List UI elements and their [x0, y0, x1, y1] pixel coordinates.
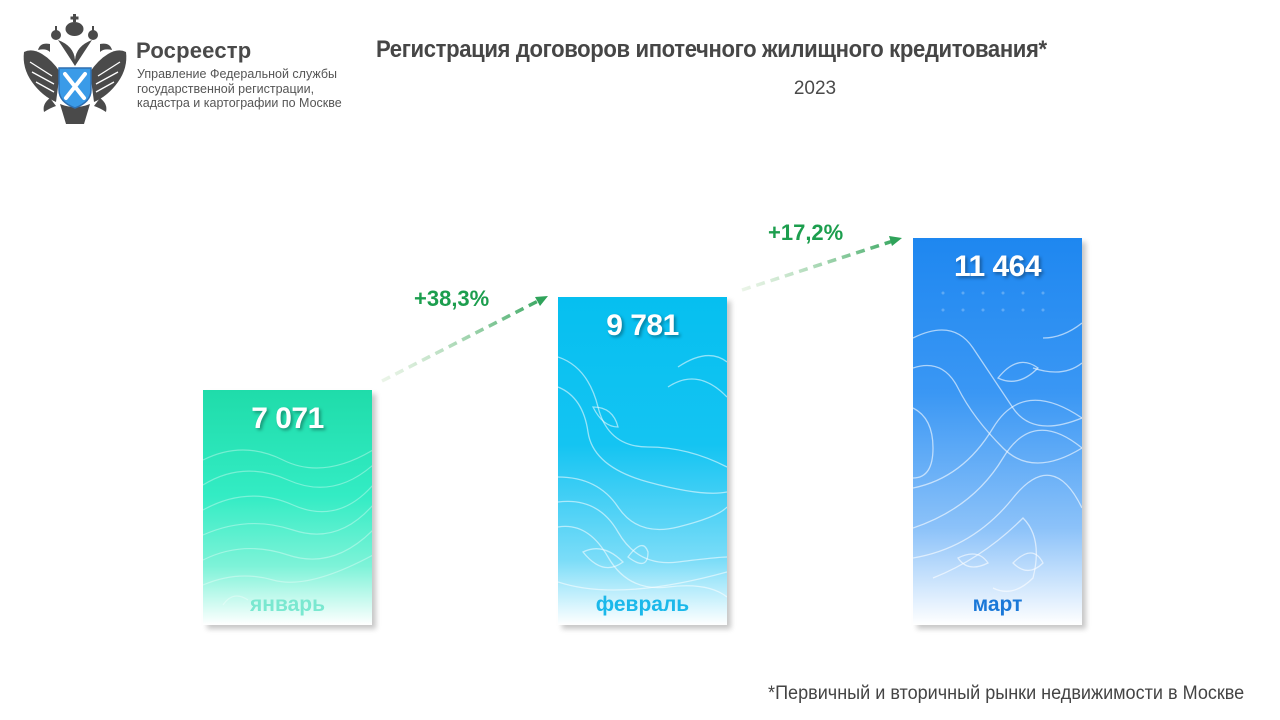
topographic-pattern-icon	[203, 449, 372, 606]
bar-march: 11 464 март	[913, 238, 1082, 625]
growth-label-feb-mar: +17,2%	[768, 220, 844, 245]
footnote: *Первичный и вторичный рынки недвижимост…	[767, 683, 1244, 704]
chart-subtitle-year: 2023	[793, 78, 837, 99]
topographic-pattern-icon	[913, 291, 1082, 592]
growth-label-jan-feb: +38,3%	[414, 286, 490, 311]
bar-month-label: март	[972, 593, 1023, 616]
topographic-pattern-icon	[558, 355, 727, 598]
bar-value: 7 071	[251, 402, 324, 435]
bar-month-label: январь	[250, 593, 325, 616]
bar-january: 7 071 январь	[203, 390, 372, 625]
brand-subtitle-line: Управление Федеральной службы	[137, 67, 337, 81]
brand-subtitle-line: государственной регистрации,	[137, 81, 315, 96]
chart-title: Регистрация договоров ипотечного жилищно…	[376, 36, 1047, 63]
bar-value: 9 781	[606, 309, 679, 342]
bar-value: 11 464	[953, 250, 1042, 283]
bar-month-label: февраль	[595, 593, 690, 616]
bar-february: 9 781 февраль	[558, 297, 727, 625]
brand-subtitle-line: кадастра и картографии по Москве	[137, 96, 342, 110]
brand-subtitle: Управление Федеральной службы государств…	[137, 67, 367, 111]
brand-name: Росреестр	[136, 38, 252, 63]
rosreestr-emblem-icon	[20, 12, 130, 128]
